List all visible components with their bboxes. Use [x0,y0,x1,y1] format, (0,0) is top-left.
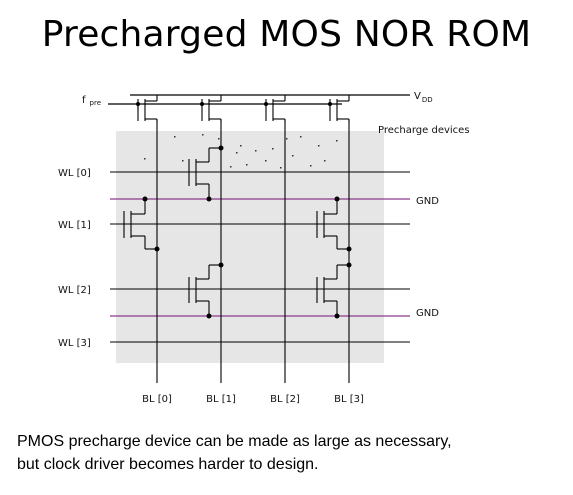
memory-array-region [116,131,384,363]
vdd-label: VDD [414,91,433,104]
pmos-precharge-bl1 [201,95,222,122]
nor-rom-schematic: f pre VDD Precharge devices GND GND WL [0… [58,91,470,405]
wl3-label: WL [3] [58,338,91,349]
word-lines [110,171,410,343]
precharge-devices [137,95,350,122]
precharge-devices-label: Precharge devices [378,125,470,136]
gnd-label-bottom: GND [416,308,439,319]
caption: PMOS precharge device can be made as lar… [17,430,557,476]
caption-line-1: PMOS precharge device can be made as lar… [17,433,452,450]
bl1-label: BL [1] [206,394,236,405]
slide-title: Precharged MOS NOR ROM [41,14,532,55]
pmos-precharge-bl2 [265,95,286,122]
wl0-label: WL [0] [58,168,91,179]
nmos-wl2-bl3 [316,264,349,316]
pmos-precharge-bl0 [137,95,158,122]
bl0-label: BL [0] [142,394,172,405]
junction-dots [142,145,352,319]
wl1-label: WL [1] [58,220,91,231]
fpre-label: f pre [82,95,101,107]
gnd-label-top: GND [416,196,439,207]
precharge-gate-dots [136,102,332,106]
pmos-precharge-bl3 [329,95,350,122]
bl2-label: BL [2] [270,394,300,405]
wl2-label: WL [2] [58,285,91,296]
caption-line-2: but clock driver becomes harder to desig… [17,456,319,473]
bl3-label: BL [3] [334,394,364,405]
array-speckles [144,134,338,169]
